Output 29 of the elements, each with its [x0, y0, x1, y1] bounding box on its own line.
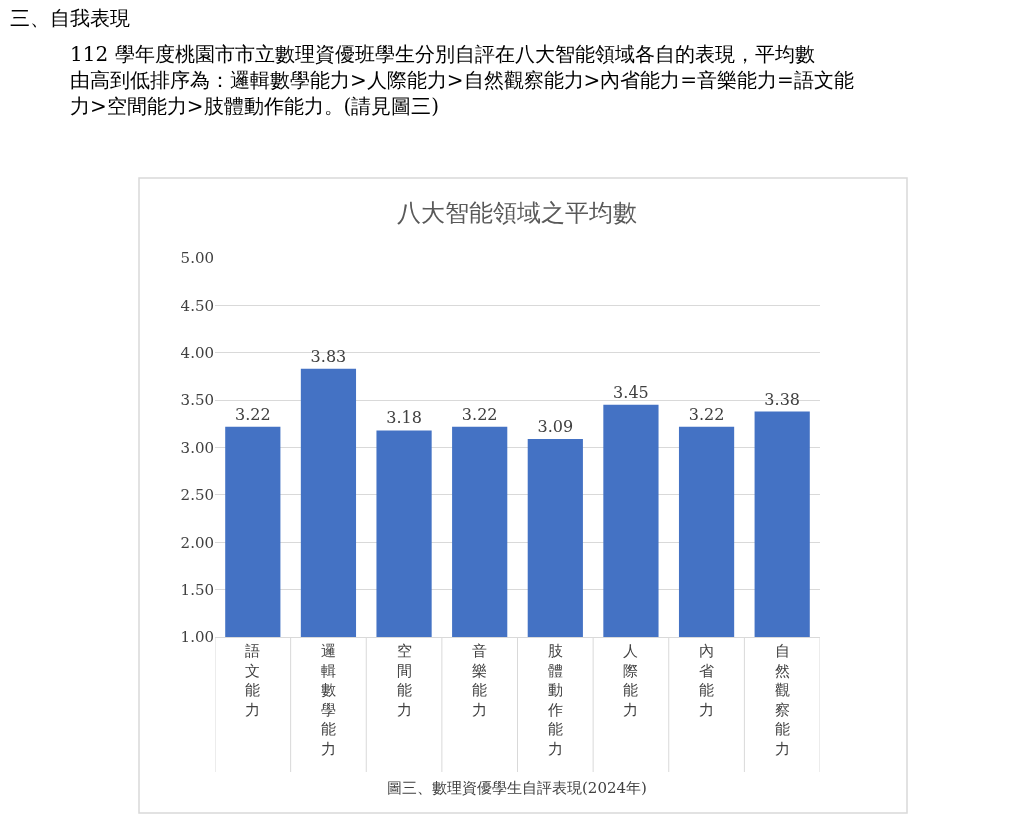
y-tick-label: 2.50 — [180, 486, 214, 505]
data-label: 3.22 — [461, 404, 498, 424]
x-tick-label: 語文能力 — [245, 642, 261, 719]
y-tick-label: 4.50 — [180, 296, 214, 315]
x-tick-label: 自然觀察能力 — [774, 642, 790, 758]
y-tick-label: 5.00 — [180, 249, 214, 268]
data-label: 3.83 — [310, 346, 347, 366]
data-label: 3.18 — [386, 408, 422, 428]
x-tick-label: 人際能力 — [623, 642, 639, 719]
text: 112 學年度桃園市市立數理資優班學生分別自評在八大智能領域各自的表現，平均數由高到低排序為：邏輯數學能力>人際能力>自然觀察能力>內省能力=音樂能力=語文能力>空間能力>肢體動作能力。(請見圖三) — [70, 42, 854, 118]
data-label: 3.09 — [537, 416, 574, 436]
y-tick-label: 2.00 — [180, 533, 214, 552]
y-tick-label: 1.00 — [180, 628, 214, 647]
y-tick-label: 1.50 — [180, 580, 214, 599]
data-label: 3.38 — [764, 389, 800, 409]
x-tick-label: 音樂能力 — [472, 642, 488, 719]
text: 三、自我表現 — [10, 6, 130, 30]
y-tick-label: 4.00 — [180, 344, 214, 362]
x-tick-label: 空間能力 — [396, 642, 412, 719]
x-tick-label: 內省能力 — [699, 642, 715, 719]
chart-title: 八大智能領域之平均數 — [397, 199, 637, 227]
data-label: 3.22 — [688, 404, 725, 424]
x-tick-label: 肢體動作能力 — [546, 642, 563, 758]
data-label: 3.45 — [613, 382, 649, 402]
text: 圖三、數理資優學生自評表現(2024年) — [387, 779, 647, 797]
x-tick-label: 邏輯數學能力 — [320, 642, 336, 758]
y-tick-label: 3.50 — [180, 391, 214, 410]
y-tick-label: 3.00 — [180, 438, 214, 457]
data-label: 3.22 — [235, 404, 271, 424]
